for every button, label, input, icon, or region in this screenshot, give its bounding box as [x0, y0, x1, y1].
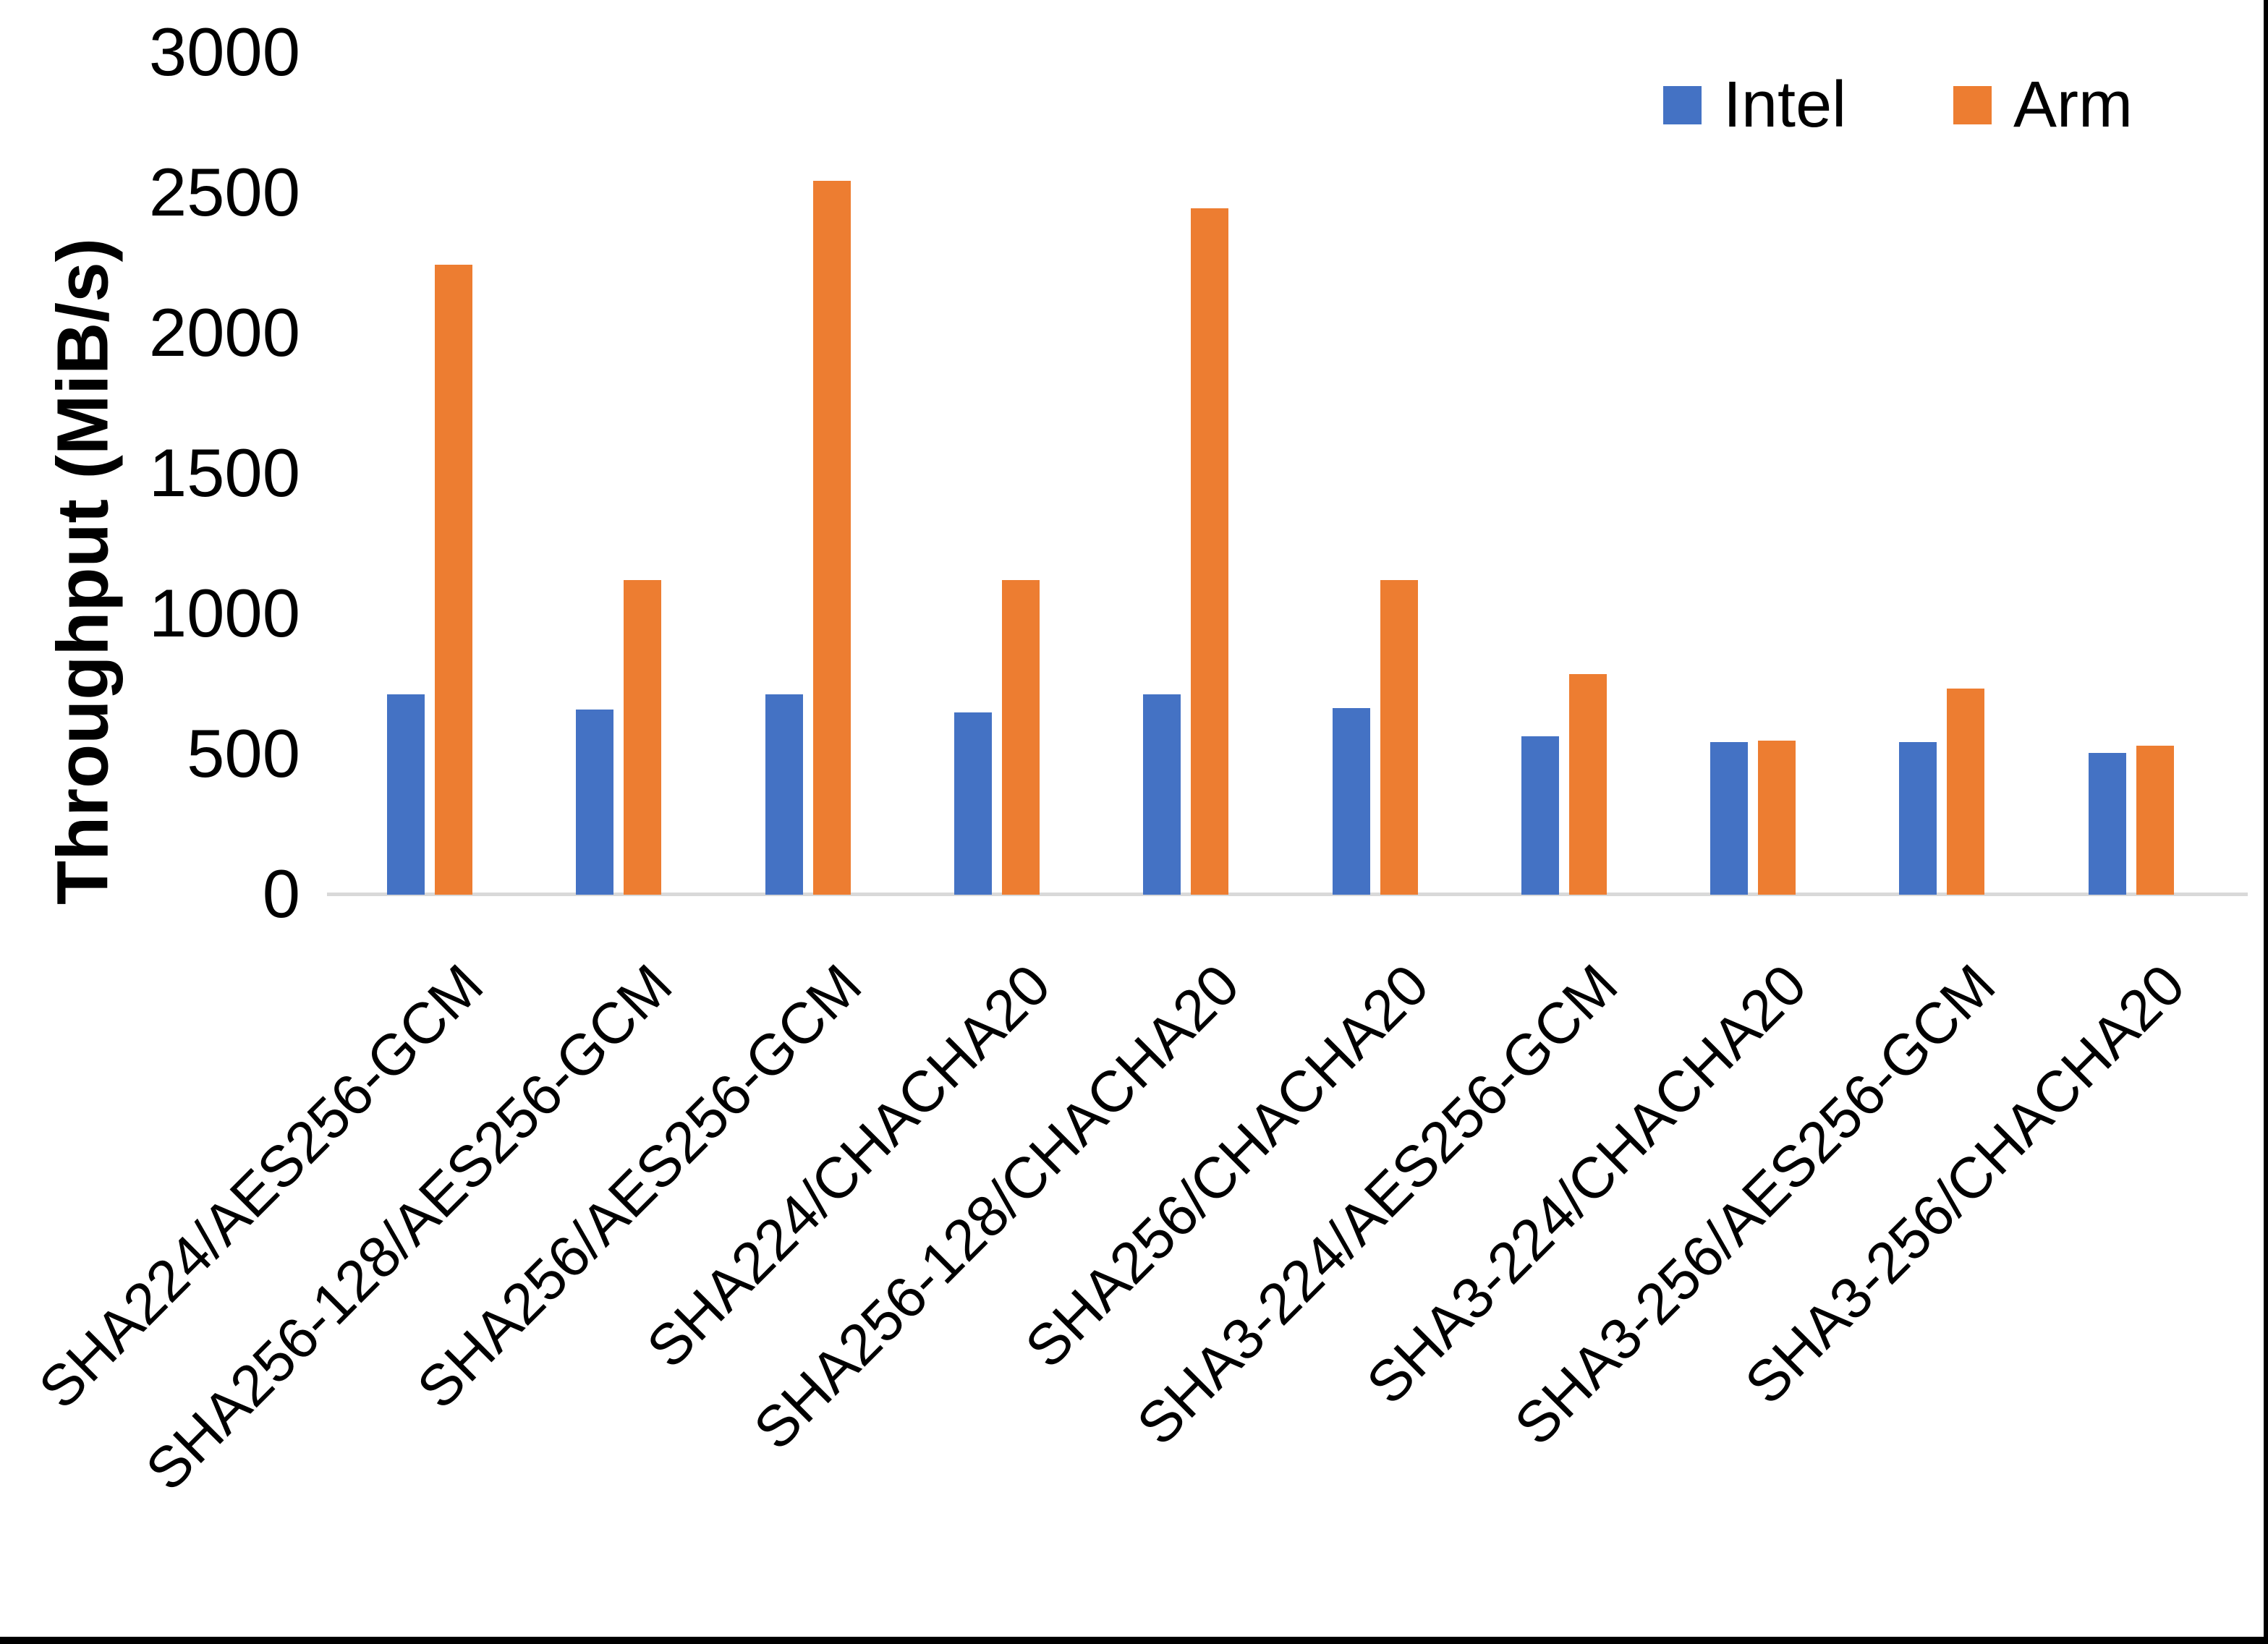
bar-arm-9: [1947, 688, 1985, 895]
y-tick-1000: 1000: [148, 575, 300, 651]
legend-swatch-intel: [1663, 85, 1702, 124]
y-tick-2000: 2000: [148, 294, 300, 370]
y-tick-3000: 3000: [148, 14, 300, 90]
bar-intel-4: [954, 712, 992, 895]
bar-intel-9: [1899, 741, 1937, 895]
legend-item-arm: Arm: [1953, 72, 2133, 137]
y-tick-500: 500: [187, 715, 300, 791]
y-tick-2500: 2500: [148, 154, 300, 230]
bar-arm-7: [1568, 674, 1607, 895]
legend-label-intel: Intel: [1723, 69, 1847, 141]
bar-arm-3: [812, 180, 851, 895]
y-tick-1500: 1500: [148, 435, 300, 511]
bar-intel-7: [1521, 736, 1559, 895]
legend-label-arm: Arm: [2013, 69, 2133, 141]
bar-arm-1: [435, 264, 472, 895]
legend-item-intel: Intel: [1663, 72, 1846, 137]
bar-arm-10: [2136, 746, 2174, 895]
legend-swatch-arm: [1953, 85, 1992, 124]
bar-arm-8: [1758, 740, 1796, 895]
bar-intel-8: [1710, 741, 1749, 895]
bar-intel-6: [1332, 707, 1370, 895]
bar-arm-4: [1001, 580, 1040, 895]
x-axis-line: [327, 893, 2248, 896]
bar-intel-10: [2088, 753, 2126, 895]
y-tick-0: 0: [262, 856, 300, 932]
bar-intel-5: [1143, 694, 1181, 895]
bar-intel-1: [387, 694, 425, 895]
bar-intel-2: [576, 709, 614, 895]
bar-arm-5: [1191, 208, 1229, 895]
bar-arm-2: [624, 580, 662, 895]
bar-arm-6: [1380, 580, 1418, 895]
bar-intel-3: [765, 694, 803, 895]
